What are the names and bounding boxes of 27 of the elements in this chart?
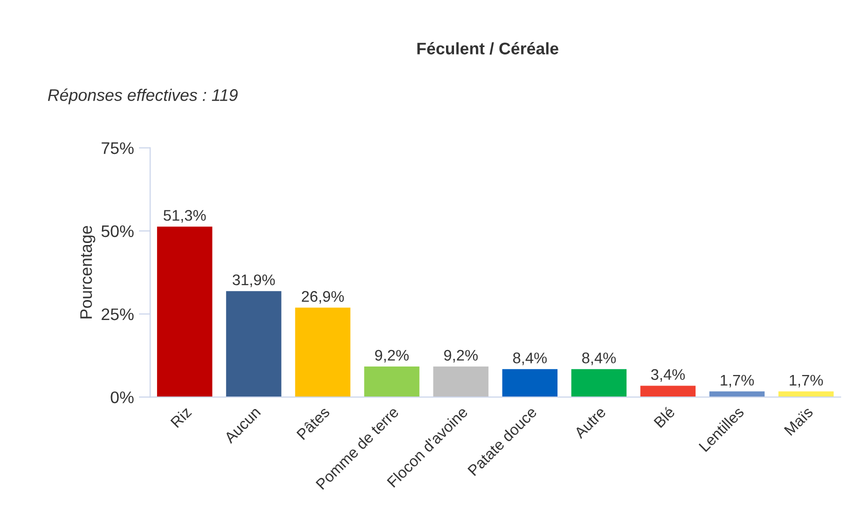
y-tick-label: 0% [110,391,134,404]
data-label: 9,2% [444,350,478,362]
bar [157,226,212,398]
x-tick-label: Riz [170,406,192,428]
y-tick-label: 75% [102,142,134,154]
bar [571,369,627,398]
data-label: 51,3% [164,210,206,223]
y-tick-label: 50% [102,225,134,238]
y-axis-title: Pourcentage [80,226,96,318]
data-label: 26,9% [302,291,344,304]
data-label: 8,4% [513,352,547,366]
data-label: 9,2% [375,350,409,362]
bar [364,366,420,398]
data-label: 3,4% [651,369,685,382]
data-label: 8,4% [582,352,616,366]
data-label: 31,9% [232,274,275,288]
bar [295,308,350,398]
chart-subtitle: Réponses effectives : 119 [48,88,238,104]
bar [226,291,282,398]
x-tick-label: Blé [653,406,676,428]
data-label: 1,7% [720,374,754,388]
bar [433,366,488,398]
y-tick-label: 25% [102,308,134,320]
bar [502,369,558,398]
chart-title: Féculent / Céréale [417,42,558,55]
bar [640,386,696,398]
data-label: 1,7% [790,374,823,388]
